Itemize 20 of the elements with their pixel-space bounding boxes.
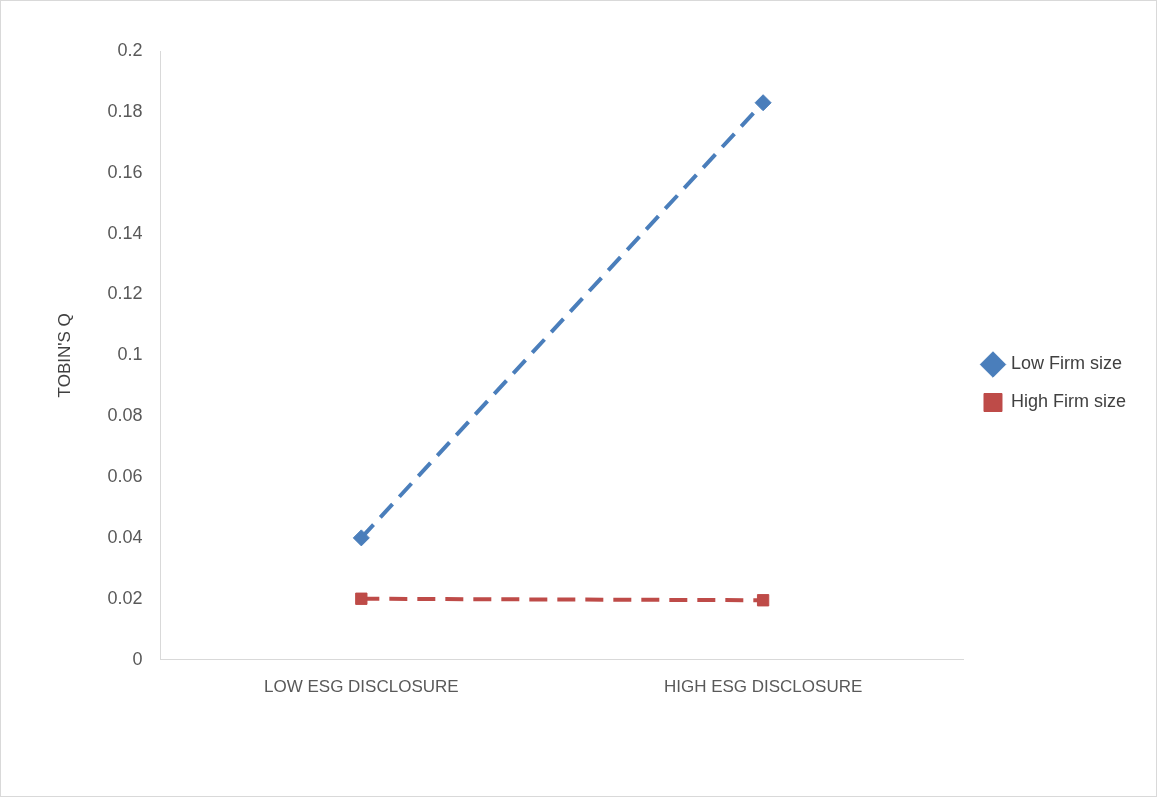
- x-tick-label: HIGH ESG DISCLOSURE: [663, 677, 863, 697]
- legend-label: High Firm size: [1010, 391, 1126, 412]
- point: [352, 529, 370, 547]
- y-tick-label: 0.1: [117, 344, 143, 365]
- y-tick-label: 0: [132, 648, 143, 669]
- y-tick-label: 0.02: [107, 587, 143, 608]
- legend-label: Low Firm size: [1010, 353, 1122, 374]
- y-tick-label: 0.04: [107, 526, 143, 547]
- point: [756, 594, 770, 607]
- y-tick-label: 0.08: [107, 405, 143, 426]
- y-tick-label: 0.16: [107, 161, 143, 182]
- y-tick-label: 0.2: [117, 39, 143, 60]
- y-tick-label: 0.06: [107, 465, 143, 486]
- y-tick-label: 0.14: [107, 222, 143, 243]
- point: [355, 592, 368, 605]
- y-tick-label: 0.12: [107, 283, 143, 304]
- x-tick-label: LOW ESG DISCLOSURE: [264, 677, 459, 697]
- y-axis-title: TOBIN'S Q: [54, 313, 74, 398]
- y-tick-label: 0.18: [107, 100, 143, 121]
- point: [754, 94, 772, 112]
